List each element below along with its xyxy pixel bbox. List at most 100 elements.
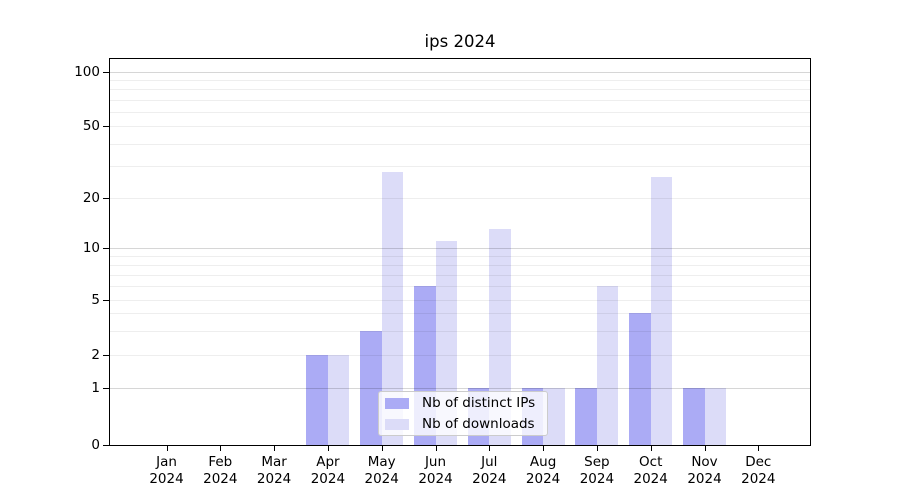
bars-layer [110, 59, 810, 445]
minor-gridline [110, 286, 810, 287]
minor-gridline [110, 331, 810, 332]
x-tick-year: 2024 [741, 471, 776, 487]
y-tick-label: 2 [91, 347, 100, 363]
minor-gridline [110, 275, 810, 276]
bar-downloads-sep [596, 286, 619, 445]
y-tick-mark [103, 300, 110, 301]
x-tick-year: 2024 [203, 471, 238, 487]
x-tick-month: Jan [156, 454, 177, 470]
y-tick-mark [103, 126, 110, 127]
x-tick-year: 2024 [579, 471, 615, 487]
x-tick-year: 2024 [525, 471, 561, 487]
x-tick-label-sep: Sep 2024 [567, 454, 627, 488]
x-tick-year: 2024 [633, 471, 668, 487]
bar-ips-oct [629, 313, 651, 445]
x-tick-month: Nov [691, 454, 718, 470]
x-tick-month: Aug [529, 454, 557, 470]
y-tick-mark [103, 198, 110, 199]
minor-gridline [110, 144, 810, 145]
legend-row-downloads: Nb of downloads [385, 415, 541, 433]
x-tick-label-mar: Mar 2024 [244, 454, 304, 488]
x-tick-year: 2024 [310, 471, 346, 487]
x-tick-mark [220, 446, 222, 451]
x-tick-mark [489, 446, 491, 451]
x-tick-label-apr: Apr 2024 [298, 454, 358, 488]
y-tick-label: 0 [91, 437, 100, 453]
minor-gridline [110, 313, 810, 314]
minor-gridline [110, 265, 810, 266]
major-gridline [110, 248, 810, 249]
x-tick-mark [274, 446, 276, 451]
y-tick-label: 20 [82, 190, 100, 206]
x-tick-year: 2024 [149, 471, 184, 487]
minor-gridline [110, 89, 810, 90]
x-tick-label-jan: Jan 2024 [137, 454, 197, 488]
legend-swatch-downloads [385, 418, 409, 430]
y-tick-label: 1 [91, 380, 100, 396]
y-tick-label: 100 [74, 64, 100, 80]
x-tick-year: 2024 [418, 471, 453, 487]
x-tick-label-feb: Feb 2024 [190, 454, 250, 488]
major-gridline [110, 72, 810, 73]
x-tick-label-oct: Oct 2024 [621, 454, 681, 488]
bar-downloads-apr [327, 355, 350, 445]
minor-gridline [110, 100, 810, 101]
minor-gridline [110, 112, 810, 113]
y-tick-mark [103, 388, 110, 389]
major-gridline [110, 388, 810, 389]
minor-gridline [110, 198, 810, 199]
minor-gridline [110, 256, 810, 257]
x-tick-mark [381, 446, 383, 451]
x-tick-mark [704, 446, 706, 451]
x-tick-month: Feb [208, 454, 233, 470]
x-tick-year: 2024 [687, 471, 722, 487]
x-tick-month: Jun [424, 454, 447, 470]
legend-row-distinct-ips: Nb of distinct IPs [385, 394, 541, 412]
x-tick-mark [435, 446, 437, 451]
y-tick-mark [103, 355, 110, 356]
x-tick-year: 2024 [256, 471, 292, 487]
legend-label-downloads: Nb of downloads [422, 416, 535, 432]
minor-gridline [110, 355, 810, 356]
x-tick-mark [327, 446, 329, 451]
x-tick-month: Apr [316, 454, 340, 470]
x-tick-month: Jul [481, 454, 498, 470]
x-tick-month: Dec [745, 454, 772, 470]
y-tick-mark [103, 248, 110, 249]
chart-title: ips 2024 [424, 32, 496, 51]
y-tick-mark [103, 445, 110, 446]
gridlines-layer [110, 59, 810, 445]
x-tick-mark [650, 446, 652, 451]
legend-label-distinct-ips: Nb of distinct IPs [422, 395, 536, 411]
x-tick-label-dec: Dec 2024 [728, 454, 788, 488]
x-tick-mark [596, 446, 598, 451]
x-tick-mark [758, 446, 760, 451]
bar-ips-apr [306, 355, 328, 445]
plot-area: Nb of distinct IPs Nb of downloads [109, 58, 811, 446]
x-tick-label-aug: Aug 2024 [513, 454, 573, 488]
bar-downloads-oct [650, 177, 673, 445]
minor-gridline [110, 126, 810, 127]
x-tick-mark [543, 446, 545, 451]
x-tick-label-jul: Jul 2024 [459, 454, 519, 488]
x-tick-year: 2024 [364, 471, 399, 487]
x-tick-mark [166, 446, 168, 451]
x-tick-month: Oct [639, 454, 663, 470]
bar-ips-nov [683, 388, 705, 445]
bar-downloads-nov [704, 388, 726, 445]
bar-ips-sep [575, 388, 597, 445]
x-tick-label-nov: Nov 2024 [675, 454, 735, 488]
minor-gridline [110, 166, 810, 167]
minor-gridline [110, 300, 810, 301]
y-tick-label: 10 [82, 240, 100, 256]
legend: Nb of distinct IPs Nb of downloads [378, 391, 548, 436]
x-tick-label-may: May 2024 [352, 454, 412, 488]
y-tick-label: 5 [91, 292, 100, 308]
x-tick-month: Sep [584, 454, 610, 470]
y-tick-mark [103, 72, 110, 73]
x-tick-month: Mar [261, 454, 287, 470]
y-tick-label: 50 [82, 118, 100, 134]
x-tick-year: 2024 [472, 471, 507, 487]
x-tick-label-jun: Jun 2024 [406, 454, 466, 488]
